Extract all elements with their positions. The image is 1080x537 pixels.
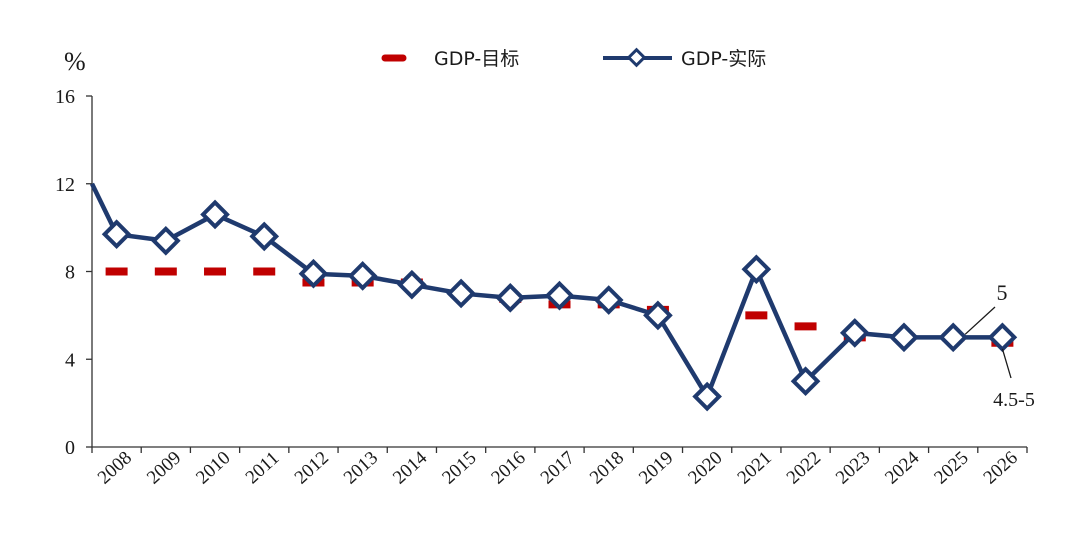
y-tick-label: 4 — [65, 349, 75, 371]
annotations: 5 4.5-5 — [964, 280, 1035, 411]
x-tick-label: 2020 — [684, 447, 726, 488]
x-tick-label: 2019 — [635, 447, 677, 488]
actual-diamond-point — [643, 300, 673, 331]
actual-diamond-point — [397, 269, 427, 300]
legend-target-label: GDP-目标 — [434, 48, 519, 70]
x-tick-label: 2023 — [832, 447, 874, 488]
actual-diamond-point — [347, 261, 378, 291]
actual-diamond-point — [692, 381, 722, 412]
actual-diamond-point — [495, 282, 526, 313]
axes — [86, 95, 1028, 453]
y-tick-label: 0 — [65, 437, 75, 459]
x-tick-label: 2018 — [586, 447, 628, 488]
legend-actual-diamond-icon — [626, 47, 647, 68]
actual-diamond-point — [790, 366, 821, 397]
annotation-label: 5 — [997, 280, 1008, 305]
x-tick-label: 2012 — [291, 447, 333, 488]
annotation-leader-line — [964, 306, 996, 335]
annotation-leader-line — [1001, 348, 1012, 379]
x-tick-label: 2015 — [438, 447, 480, 488]
actual-diamond-point — [839, 318, 870, 348]
x-tick-label: 2016 — [487, 447, 529, 488]
actual-series — [89, 182, 1018, 412]
x-tick-label: 2025 — [930, 447, 972, 488]
x-tick-label: 2013 — [340, 447, 382, 488]
y-tick-label: 16 — [55, 86, 75, 108]
x-tick-label: 2026 — [980, 447, 1022, 488]
x-tick-label: 2009 — [143, 447, 185, 488]
actual-diamond-point — [101, 219, 132, 250]
actual-diamond-point — [446, 278, 476, 309]
y-tick-label: 12 — [55, 174, 75, 196]
annotation-label: 4.5-5 — [993, 389, 1035, 411]
actual-diamond-point — [249, 221, 280, 252]
x-tick-label: 2008 — [94, 447, 136, 488]
x-tick-labels: 2008 2009 2010 2011 2012 2013 2014 2015 2016 2017… — [94, 447, 1022, 488]
y-tick-label: 8 — [65, 262, 75, 284]
actual-diamond-point — [544, 280, 575, 311]
x-tick-label: 2022 — [783, 447, 825, 488]
actual-diamond-point — [200, 199, 230, 230]
actual-diamond-point — [741, 254, 772, 285]
x-tick-label: 2014 — [389, 447, 432, 488]
x-tick-label: 2010 — [192, 447, 234, 488]
legend: GDP-目标 GDP-实际 — [381, 47, 766, 70]
actual-diamond-point — [150, 225, 181, 256]
actual-diamond-point — [593, 285, 624, 315]
x-tick-label: 2017 — [537, 447, 579, 488]
y-axis-unit-label: % — [64, 47, 86, 76]
x-tick-label: 2021 — [734, 447, 776, 488]
x-tick-label: 2011 — [242, 448, 284, 489]
y-tick-labels: 0 4 8 12 16 — [55, 86, 75, 459]
actual-diamond-point — [889, 322, 919, 353]
x-tick-label: 2024 — [881, 447, 924, 488]
actual-diamond-point — [938, 322, 969, 353]
legend-actual-label: GDP-实际 — [681, 48, 766, 70]
actual-diamond-point — [298, 258, 329, 289]
